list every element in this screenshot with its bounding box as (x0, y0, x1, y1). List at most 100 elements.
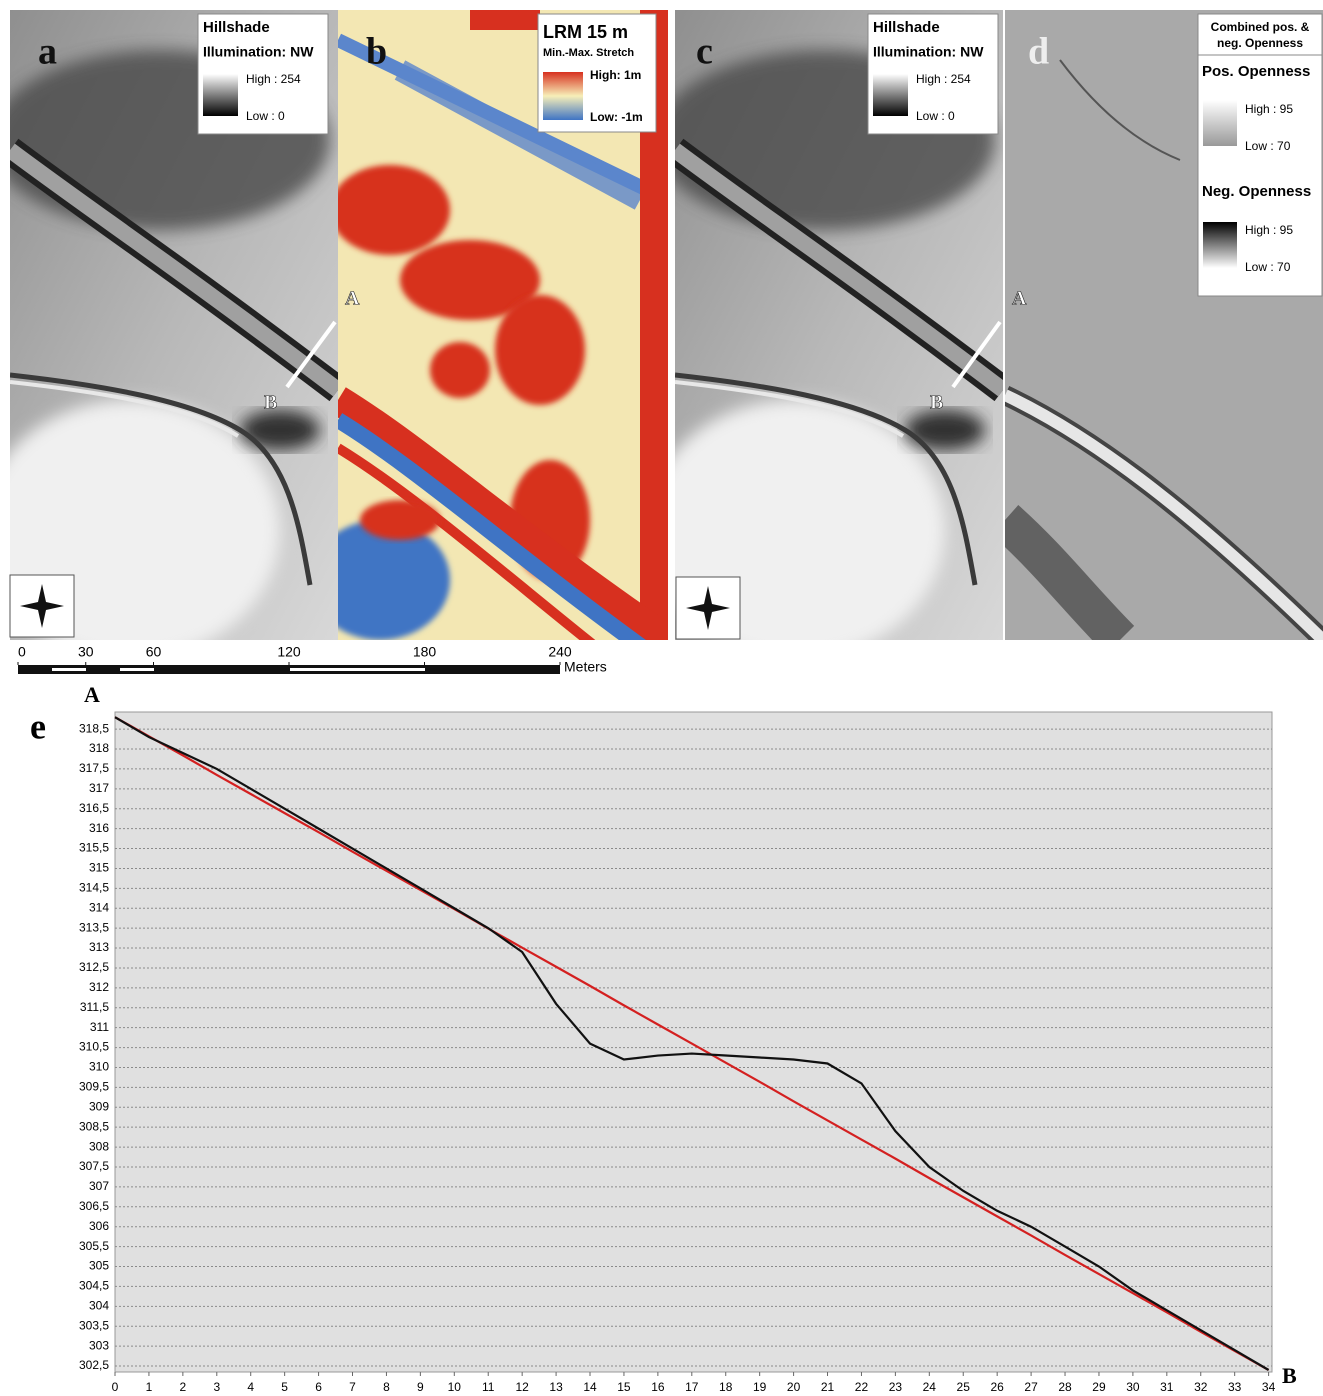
y-tick-label: 316 (89, 821, 109, 835)
y-tick-label: 304 (89, 1298, 109, 1312)
legend-title: Combined pos. & (1211, 20, 1310, 34)
x-tick-label: 0 (112, 1380, 119, 1394)
profile-end: B (1282, 1363, 1297, 1388)
y-tick-label: 306,5 (79, 1199, 109, 1213)
y-tick-label: 305,5 (79, 1239, 109, 1253)
x-tick-label: 19 (753, 1380, 767, 1394)
x-tick-label: 13 (549, 1380, 563, 1394)
scale-label: 30 (78, 644, 94, 660)
y-tick-label: 312,5 (79, 960, 109, 974)
y-tick-label: 313,5 (79, 920, 109, 934)
legend-low: Low: -1m (590, 110, 643, 124)
y-tick-label: 314 (89, 900, 109, 914)
y-tick-label: 314,5 (79, 881, 109, 895)
x-tick-label: 27 (1024, 1380, 1038, 1394)
legend-high: High: 1m (590, 68, 641, 82)
legend-low: Low : 0 (916, 109, 955, 123)
legend-title: LRM 15 m (543, 22, 628, 42)
x-tick-label: 34 (1262, 1380, 1276, 1394)
x-tick-label: 9 (417, 1380, 424, 1394)
panel-letter: a (38, 31, 57, 73)
x-tick-label: 32 (1194, 1380, 1208, 1394)
x-tick-label: 12 (515, 1380, 529, 1394)
legend-high: High : 254 (916, 72, 971, 86)
profile-start: A (84, 682, 100, 707)
x-tick-label: 24 (923, 1380, 937, 1394)
x-tick-label: 18 (719, 1380, 733, 1394)
section-label: A (345, 288, 360, 310)
scale-label: 0 (18, 644, 26, 660)
y-tick-label: 313 (89, 940, 109, 954)
x-tick-label: 4 (247, 1380, 254, 1394)
scale-unit: Meters (564, 659, 607, 675)
legend-title: neg. Openness (1217, 36, 1303, 50)
section-label: B (930, 392, 943, 414)
x-tick-label: 2 (180, 1380, 187, 1394)
x-tick-label: 29 (1092, 1380, 1106, 1394)
x-tick-label: 11 (482, 1380, 495, 1394)
y-tick-label: 303 (89, 1338, 109, 1352)
y-tick-label: 308,5 (79, 1119, 109, 1133)
y-tick-label: 305 (89, 1259, 109, 1273)
x-tick-label: 3 (213, 1380, 220, 1394)
x-tick-label: 26 (990, 1380, 1004, 1394)
y-tick-label: 310,5 (79, 1040, 109, 1054)
legend-low: Low : 0 (246, 109, 285, 123)
x-tick-label: 30 (1126, 1380, 1140, 1394)
legend: Combined pos. & neg. Openness Pos. Openn… (1198, 14, 1322, 296)
x-tick-label: 17 (685, 1380, 699, 1394)
y-tick-label: 307,5 (79, 1159, 109, 1173)
y-tick-label: 317 (89, 781, 109, 795)
legend-subtitle: Illumination: NW (203, 44, 314, 60)
legend-high: High : 95 (1245, 223, 1293, 237)
section-label: B (264, 392, 277, 414)
legend: LRM 15 m Min.-Max. Stretch High: 1m Low:… (538, 14, 656, 132)
legend-low: Low : 70 (1245, 260, 1291, 274)
x-tick-label: 28 (1058, 1380, 1072, 1394)
x-tick-label: 10 (448, 1380, 462, 1394)
panel-letter: e (30, 706, 46, 746)
scale-label: 240 (548, 644, 572, 660)
y-tick-label: 312 (89, 980, 109, 994)
y-tick-label: 318 (89, 741, 109, 755)
y-tick-label: 310 (89, 1060, 109, 1074)
panel-letter: c (696, 31, 713, 73)
legend: Hillshade Illumination: NW High : 254 Lo… (198, 14, 328, 134)
x-tick-label: 14 (583, 1380, 597, 1394)
x-tick-label: 23 (889, 1380, 903, 1394)
legend-section: Pos. Openness (1202, 63, 1310, 80)
x-tick-label: 7 (349, 1380, 356, 1394)
x-tick-label: 22 (855, 1380, 869, 1394)
figure: Hillshade Illumination: NW High : 254 Lo… (0, 0, 1323, 1396)
legend-low: Low : 70 (1245, 139, 1291, 153)
legend-subtitle: Illumination: NW (873, 44, 984, 60)
legend-title: Hillshade (203, 19, 270, 36)
y-tick-label: 303,5 (79, 1318, 109, 1332)
y-tick-label: 317,5 (79, 761, 109, 775)
x-tick-label: 15 (617, 1380, 631, 1394)
y-tick-label: 311 (90, 1020, 109, 1034)
x-tick-label: 5 (281, 1380, 288, 1394)
legend: Hillshade Illumination: NW High : 254 Lo… (868, 14, 998, 134)
y-tick-label: 316,5 (79, 801, 109, 815)
scale-label: 180 (413, 644, 437, 660)
x-tick-label: 25 (957, 1380, 971, 1394)
y-tick-label: 318,5 (79, 721, 109, 735)
y-tick-label: 315,5 (79, 841, 109, 855)
scale-label: 120 (277, 644, 301, 660)
x-tick-label: 8 (383, 1380, 390, 1394)
x-tick-label: 33 (1228, 1380, 1242, 1394)
y-tick-label: 309 (89, 1099, 109, 1113)
y-tick-label: 311,5 (80, 1000, 109, 1014)
panel-letter: d (1028, 31, 1049, 73)
x-tick-label: 1 (146, 1380, 153, 1394)
x-tick-label: 6 (315, 1380, 322, 1394)
y-tick-label: 315 (89, 861, 109, 875)
y-tick-label: 307 (89, 1179, 109, 1193)
legend-section: Neg. Openness (1202, 183, 1311, 200)
y-tick-label: 304,5 (79, 1279, 109, 1293)
x-tick-label: 31 (1160, 1380, 1174, 1394)
legend-title: Hillshade (873, 19, 940, 36)
section-label: A (1012, 288, 1027, 310)
